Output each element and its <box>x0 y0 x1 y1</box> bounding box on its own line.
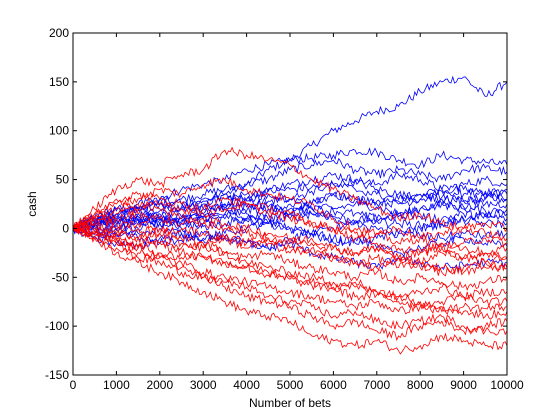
series-line-22 <box>72 224 508 302</box>
series-line-5 <box>72 191 508 232</box>
x-tick-label: 6000 <box>320 378 347 392</box>
series-line-31 <box>72 225 508 315</box>
series-line-20 <box>72 220 508 276</box>
y-tick-label: -100 <box>45 319 69 333</box>
x-tick-label: 1000 <box>103 378 130 392</box>
y-tick-label: 50 <box>56 173 70 187</box>
series-group <box>72 75 508 355</box>
x-tick-label: 5000 <box>277 378 304 392</box>
series-line-6 <box>72 199 508 237</box>
series-line-26 <box>72 224 508 336</box>
series-line-0 <box>72 75 508 230</box>
series-line-14 <box>72 179 508 231</box>
series-line-19 <box>72 209 508 263</box>
series-line-21 <box>72 219 508 291</box>
series-line-17 <box>72 176 508 253</box>
series-line-16 <box>73 146 508 242</box>
y-tick-label: 200 <box>49 26 69 40</box>
x-axis-label: Number of bets <box>249 396 331 410</box>
x-tick-label: 8000 <box>407 378 434 392</box>
series-line-15 <box>72 227 508 257</box>
y-axis-ticks: -150 -100 -50 0 50 100 150 200 <box>45 26 507 382</box>
x-tick-label: 3000 <box>190 378 217 392</box>
series-line-11 <box>72 221 508 272</box>
y-tick-label: 100 <box>49 124 69 138</box>
x-tick-label: 10000 <box>490 378 524 392</box>
series-line-27 <box>72 216 508 272</box>
x-tick-label: 9000 <box>450 378 477 392</box>
y-tick-label: -150 <box>45 368 69 382</box>
y-tick-label: 150 <box>49 75 69 89</box>
series-line-3 <box>72 170 508 229</box>
series-line-13 <box>72 206 508 239</box>
series-line-8 <box>72 209 508 240</box>
series-line-25 <box>72 227 508 355</box>
x-tick-label: 2000 <box>146 378 173 392</box>
series-line-28 <box>72 200 508 277</box>
series-line-18 <box>72 200 508 243</box>
x-tick-label: 7000 <box>363 378 390 392</box>
y-tick-label: -50 <box>52 270 70 284</box>
y-tick-label: 0 <box>62 221 69 235</box>
y-axis-label: cash <box>25 191 39 216</box>
x-tick-label: 0 <box>70 378 77 392</box>
x-tick-label: 4000 <box>233 378 260 392</box>
x-axis-ticks: 0 1000 2000 3000 4000 5000 6000 7000 8000 9000 100… <box>70 33 524 392</box>
series-line-30 <box>72 191 508 258</box>
